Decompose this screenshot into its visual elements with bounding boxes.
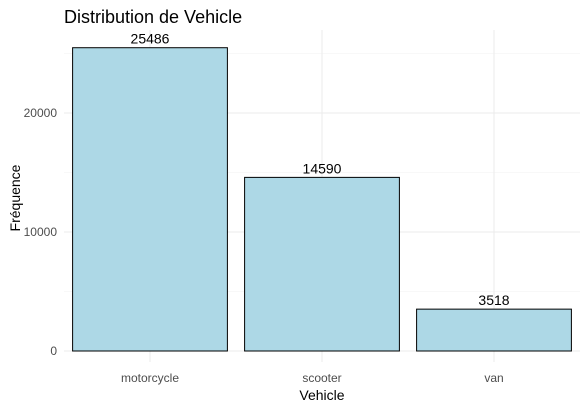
y-tick-label: 20000 bbox=[24, 106, 58, 120]
bar-scooter bbox=[244, 176, 400, 352]
y-axis-title: Fréquence bbox=[7, 164, 23, 231]
x-tick-label: scooter bbox=[302, 371, 341, 385]
x-axis-title: Vehicle bbox=[299, 387, 344, 403]
data-labels: 25486 14590 3518 bbox=[131, 31, 510, 308]
bars bbox=[72, 47, 572, 352]
data-label-scooter: 14590 bbox=[303, 160, 342, 176]
bar-motorcycle bbox=[72, 47, 228, 352]
x-tick-label: motorcycle bbox=[121, 371, 179, 385]
x-tick-label: van bbox=[484, 371, 503, 385]
data-label-motorcycle: 25486 bbox=[131, 31, 170, 47]
data-label-van: 3518 bbox=[478, 292, 509, 308]
x-axis-ticks: motorcycle scooter van bbox=[121, 371, 504, 385]
y-axis-ticks: 0 10000 20000 bbox=[24, 106, 58, 358]
y-tick-label: 0 bbox=[50, 344, 57, 358]
bar-van bbox=[416, 308, 572, 352]
chart-title: Distribution de Vehicle bbox=[64, 7, 242, 27]
y-tick-label: 10000 bbox=[24, 225, 58, 239]
